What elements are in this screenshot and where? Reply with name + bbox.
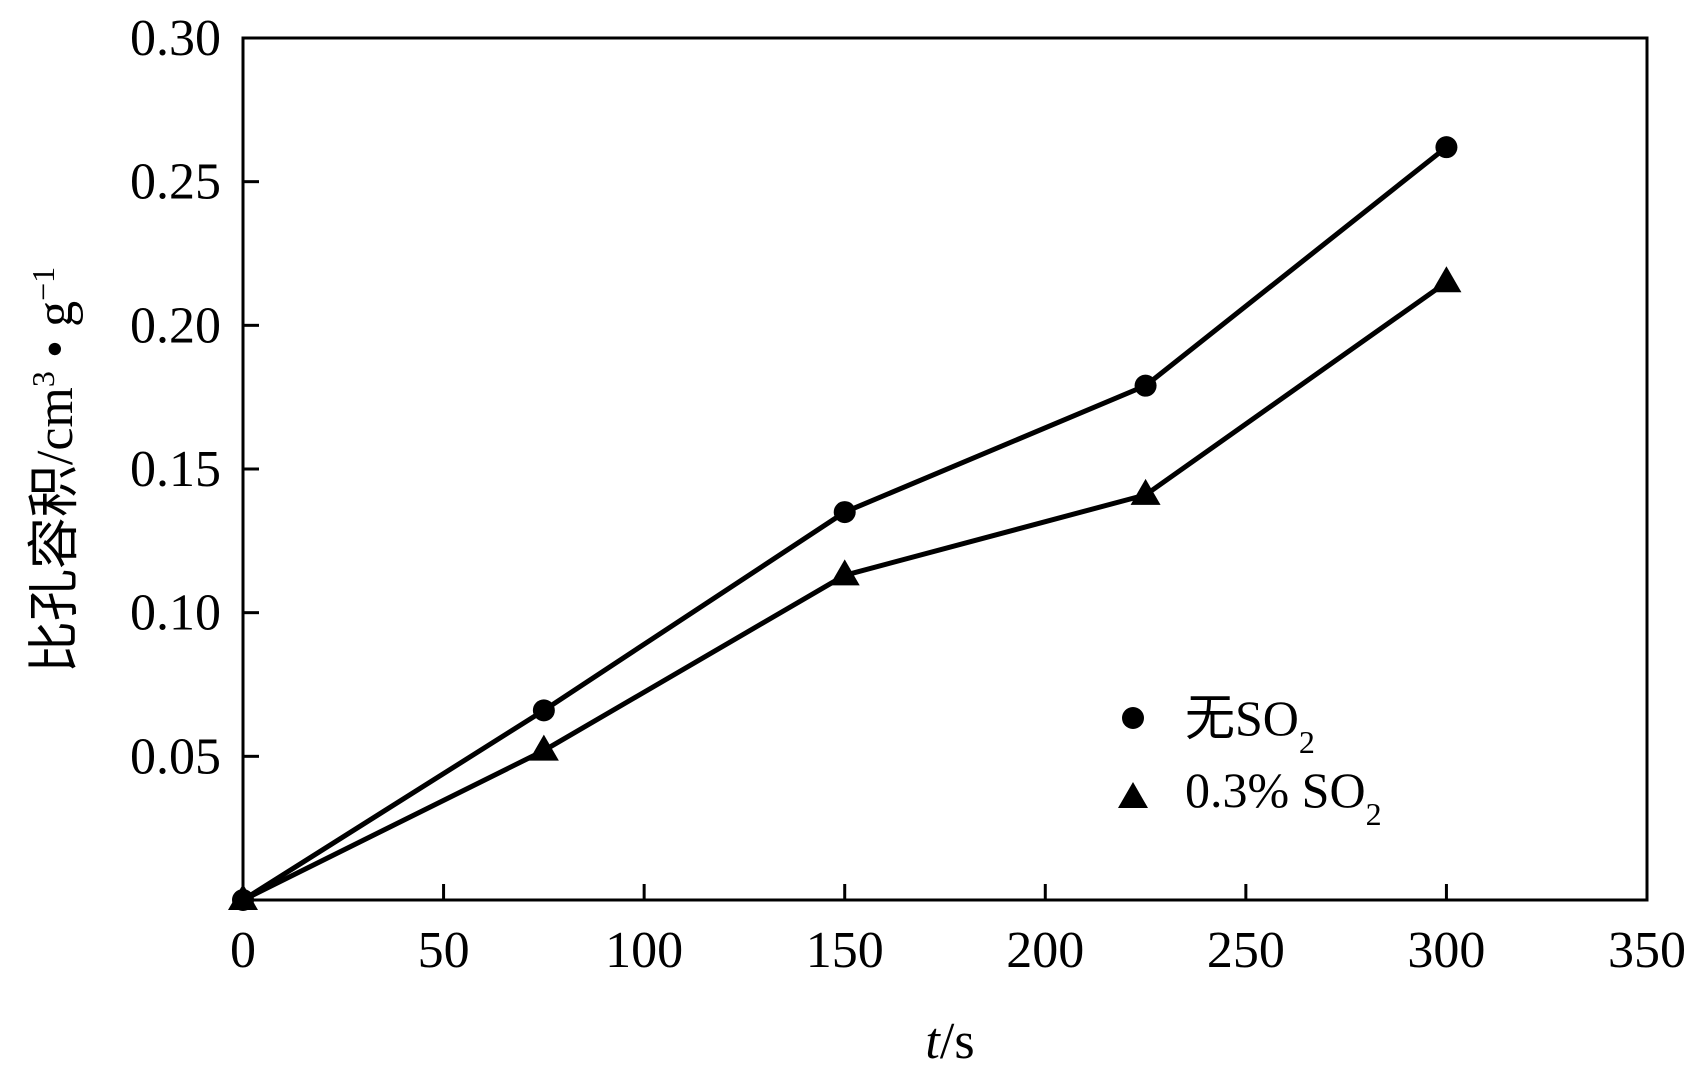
y-tick-label: 0.15 — [130, 441, 221, 498]
x-tick-label: 300 — [1407, 922, 1485, 979]
x-tick-label: 200 — [1006, 922, 1084, 979]
x-tick-label: 100 — [605, 922, 683, 979]
x-tick-label: 0 — [230, 922, 256, 979]
y-tick-label: 0.30 — [130, 10, 221, 67]
y-tick-label: 0.10 — [130, 585, 221, 642]
x-tick-label: 50 — [418, 922, 470, 979]
legend-label-series-1: 无SO2 — [1185, 690, 1315, 760]
data-point-triangle — [1130, 478, 1161, 505]
data-point-circle — [1134, 374, 1157, 397]
data-point-circle — [532, 699, 555, 722]
y-tick-label: 0.20 — [130, 297, 221, 354]
data-point-circle — [1435, 136, 1458, 159]
data-point-triangle — [528, 734, 559, 761]
x-axis-ticks: 0 50 100 150 200 250 300 350 — [230, 884, 1684, 979]
x-axis-title: t/s — [925, 1013, 974, 1070]
y-tick-label: 0.25 — [130, 154, 221, 211]
data-point-triangle — [1431, 266, 1462, 293]
x-tick-label: 150 — [806, 922, 884, 979]
data-point-triangle — [228, 884, 258, 910]
y-tick-label: 0.05 — [130, 728, 221, 785]
legend-marker-circle — [1122, 707, 1144, 729]
data-point-triangle — [829, 559, 860, 586]
legend-label-series-2: 0.3% SO2 — [1185, 762, 1382, 832]
legend-marker-triangle — [1118, 782, 1148, 808]
series-layer — [228, 136, 1462, 911]
y-axis-ticks: 0.05 0.10 0.15 0.20 0.25 0.30 — [130, 10, 259, 785]
legend: 无SO2 0.3% SO2 — [1118, 690, 1382, 832]
data-point-circle — [833, 501, 856, 524]
y-axis-title: 比孔容积/cm3 • g−1 — [25, 267, 84, 673]
x-tick-label: 250 — [1207, 922, 1285, 979]
x-tick-label: 350 — [1608, 922, 1684, 979]
